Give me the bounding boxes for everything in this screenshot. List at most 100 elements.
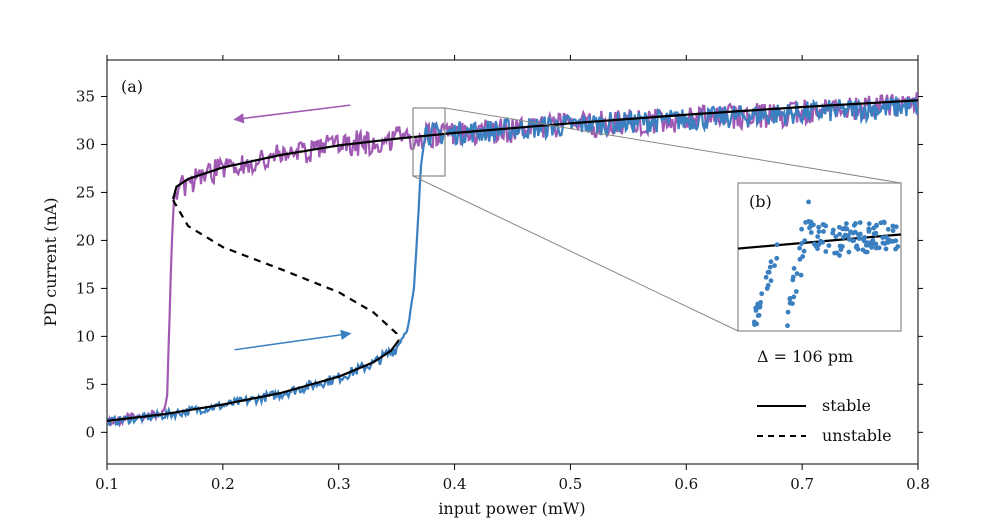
inset-point: [850, 238, 855, 244]
inset-point: [787, 300, 793, 306]
inset-point: [778, 411, 783, 416]
x-axis: 0.1 0.2 0.3 0.4 0.5 0.6 0.7 0.8: [95, 55, 930, 493]
legend-stable-label: stable: [822, 396, 871, 415]
inset-point: [881, 219, 887, 225]
inset-frame: [737, 182, 902, 332]
inset-point: [856, 236, 862, 242]
inset-point: [751, 319, 757, 325]
model-unstable-branch: [172, 199, 400, 341]
inset-point: [816, 242, 822, 248]
inset-point: [815, 246, 820, 252]
inset-point: [781, 389, 786, 394]
arrow-increasing-power: [234, 329, 352, 351]
inset-point: [799, 241, 804, 246]
inset-point: [768, 278, 774, 284]
zoom-box: [412, 107, 446, 177]
inset-point: [838, 247, 844, 253]
panel-label: (a): [121, 77, 143, 96]
inset-point: [869, 243, 874, 249]
inset-point: [850, 230, 856, 236]
arrow-decreasing-power: [233, 104, 351, 124]
y-tick-label: 0: [85, 423, 95, 441]
inset-point: [793, 289, 799, 294]
inset-point: [790, 277, 796, 283]
detuning-annotation: Δ = 106 pm: [757, 347, 853, 366]
inset-point: [893, 246, 898, 252]
inset-point: [846, 249, 852, 255]
plot-frame: [106, 59, 919, 465]
inset-point: [763, 274, 769, 280]
inset-point: [880, 235, 886, 240]
inset-point: [886, 237, 892, 243]
series-layer: [107, 92, 918, 428]
inset-plot: [738, 199, 901, 416]
inset-point: [779, 380, 784, 385]
y-tick-label: 20: [76, 231, 95, 249]
y-tick-label: 35: [76, 87, 95, 105]
inset-point: [782, 370, 787, 375]
inset-point: [801, 248, 807, 254]
y-tick-label: 30: [76, 135, 95, 153]
x-tick-label: 0.6: [674, 475, 698, 493]
inset-point: [873, 241, 879, 247]
inset-point: [866, 226, 872, 232]
x-tick-label: 0.7: [790, 475, 814, 493]
inset-point: [844, 221, 849, 227]
inset-point: [811, 222, 816, 228]
model-stable-branch: [107, 339, 400, 422]
inset-point: [883, 246, 889, 252]
inset-point: [772, 263, 777, 268]
inset-point: [781, 375, 786, 380]
inset-point: [794, 271, 800, 276]
y-tick-label: 25: [76, 183, 95, 201]
inset-point: [784, 333, 789, 338]
inset-point: [787, 296, 793, 302]
inset-point: [816, 229, 822, 235]
y-tick-label: 10: [76, 327, 95, 345]
inset-point: [764, 286, 770, 291]
inset-point: [837, 231, 842, 237]
inset-point: [797, 245, 802, 251]
x-tick-label: 0.2: [211, 475, 235, 493]
arrow-layer: [233, 104, 352, 351]
inset-point: [779, 382, 784, 387]
inset-point: [758, 300, 763, 305]
inset-point: [783, 337, 788, 342]
inset-point: [865, 240, 871, 246]
inset-point: [834, 250, 840, 256]
inset-point: [785, 309, 791, 315]
inset-point: [882, 241, 888, 246]
inset-point: [802, 238, 808, 244]
inset-point: [779, 394, 784, 399]
inset-point: [774, 255, 780, 261]
inset-point: [830, 230, 836, 236]
x-tick-label: 0.5: [558, 475, 582, 493]
zoom-connector-bottom: [412, 175, 739, 332]
inset-point: [797, 256, 803, 262]
inset-point: [806, 199, 811, 205]
zoom-indicator: [412, 107, 902, 332]
inset-point: [823, 249, 829, 254]
inset-point: [821, 222, 827, 228]
inset-point: [808, 230, 814, 235]
inset-point: [862, 235, 867, 240]
x-tick-label: 0.3: [327, 475, 351, 493]
x-tick-label: 0.4: [443, 475, 467, 493]
inset-point: [845, 233, 851, 238]
inset-point: [768, 259, 774, 265]
inset-point: [853, 221, 858, 226]
inset-point: [871, 225, 877, 231]
inset-point: [842, 225, 848, 231]
y-axis-title: PD current (nA): [41, 198, 60, 327]
inset-point: [864, 249, 870, 255]
inset-point: [774, 242, 780, 248]
inset-point: [853, 244, 859, 250]
inset-point: [869, 239, 875, 245]
inset-point: [857, 231, 863, 237]
inset-point: [820, 239, 826, 245]
x-axis-title: input power (mW): [438, 499, 585, 518]
y-axis: 0 5 10 15 20 25 30 35: [76, 87, 923, 441]
model-stable-branch: [171, 99, 918, 200]
inset-point: [782, 331, 787, 336]
inset-point: [756, 312, 762, 318]
